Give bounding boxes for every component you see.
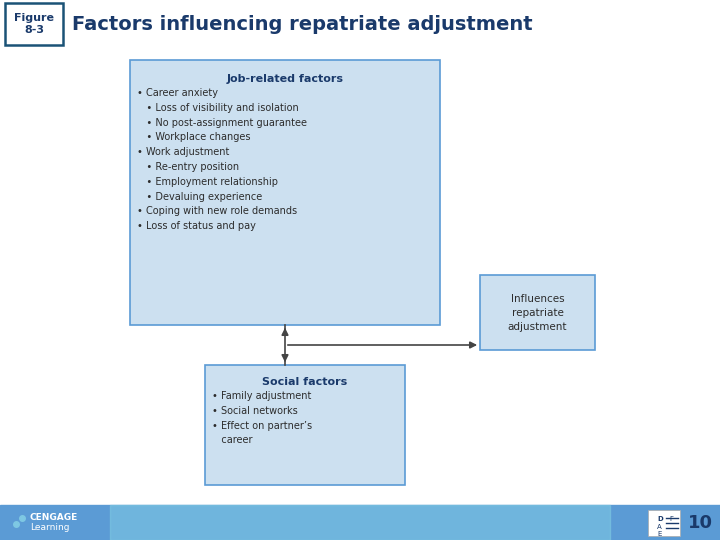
Text: Learning: Learning: [30, 523, 70, 531]
FancyBboxPatch shape: [130, 60, 440, 325]
Text: D: D: [657, 516, 662, 522]
Text: Social factors: Social factors: [262, 377, 348, 387]
Text: 10: 10: [688, 514, 713, 532]
Text: E: E: [657, 531, 662, 537]
Bar: [0, 505, 720, 540]
Text: Factors influencing repatriate adjustment: Factors influencing repatriate adjustmen…: [72, 15, 533, 33]
Text: • Career anxiety
   • Loss of visibility and isolation
   • No post-assignment g: • Career anxiety • Loss of visibility an…: [137, 88, 307, 231]
Bar: [110, 505, 610, 540]
FancyBboxPatch shape: [648, 510, 680, 536]
Text: Influences
repatriate
adjustment: Influences repatriate adjustment: [508, 294, 567, 332]
Text: A: A: [657, 524, 662, 530]
Text: • Family adjustment
• Social networks
• Effect on partner’s
   career: • Family adjustment • Social networks • …: [212, 391, 312, 446]
FancyBboxPatch shape: [5, 3, 63, 45]
Text: Figure
8-3: Figure 8-3: [14, 13, 54, 35]
FancyBboxPatch shape: [205, 365, 405, 485]
Text: F: F: [669, 516, 673, 522]
FancyBboxPatch shape: [480, 275, 595, 350]
Text: Job-related factors: Job-related factors: [227, 74, 343, 84]
Text: CENGAGE: CENGAGE: [30, 512, 78, 522]
